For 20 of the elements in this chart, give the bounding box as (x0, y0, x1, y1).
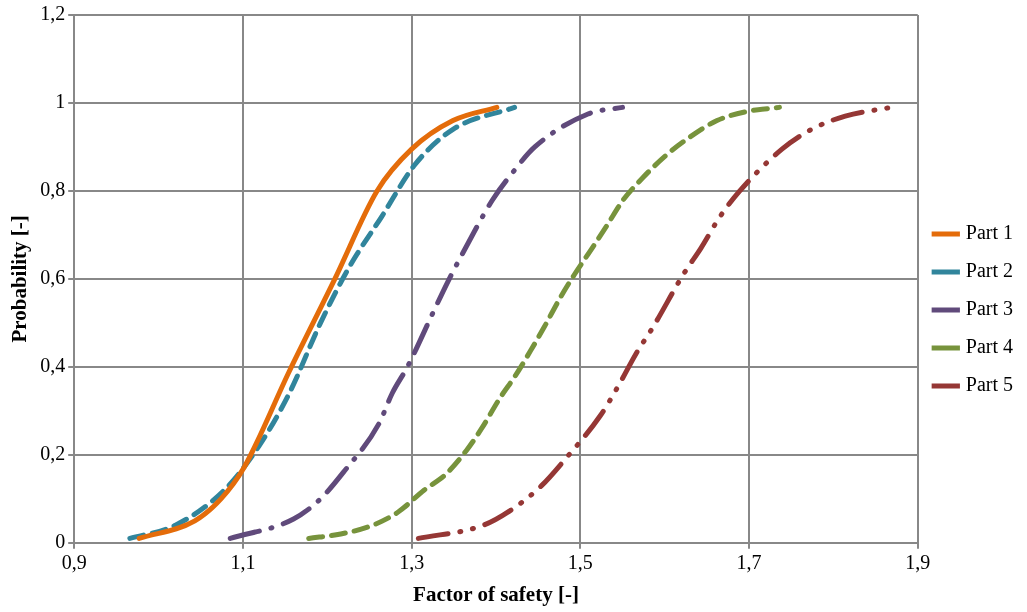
y-tick-label: 0,8 (40, 178, 66, 201)
y-axis-title: Probability [-] (7, 215, 32, 343)
legend-label: Part 1 (965, 221, 1013, 244)
legend-label: Part 4 (965, 335, 1013, 358)
x-tick-label: 1,1 (230, 551, 256, 574)
y-tick-label: 0,2 (40, 442, 66, 465)
y-tick-label: 1 (55, 90, 66, 113)
x-axis-title: Factor of safety [-] (413, 581, 579, 606)
legend-label: Part 3 (965, 297, 1013, 320)
x-tick-label: 1,9 (905, 551, 931, 574)
legend-label: Part 5 (965, 373, 1013, 396)
x-tick-label: 0,9 (61, 551, 87, 574)
y-tick-label: 1,2 (40, 2, 66, 25)
y-tick-label: 0 (55, 530, 66, 553)
x-tick-label: 1,5 (567, 551, 593, 574)
y-tick-label: 0,4 (40, 354, 66, 377)
x-tick-label: 1,3 (399, 551, 425, 574)
x-tick-label: 1,7 (736, 551, 762, 574)
legend-label: Part 2 (965, 259, 1013, 282)
y-tick-label: 0,6 (40, 266, 66, 289)
